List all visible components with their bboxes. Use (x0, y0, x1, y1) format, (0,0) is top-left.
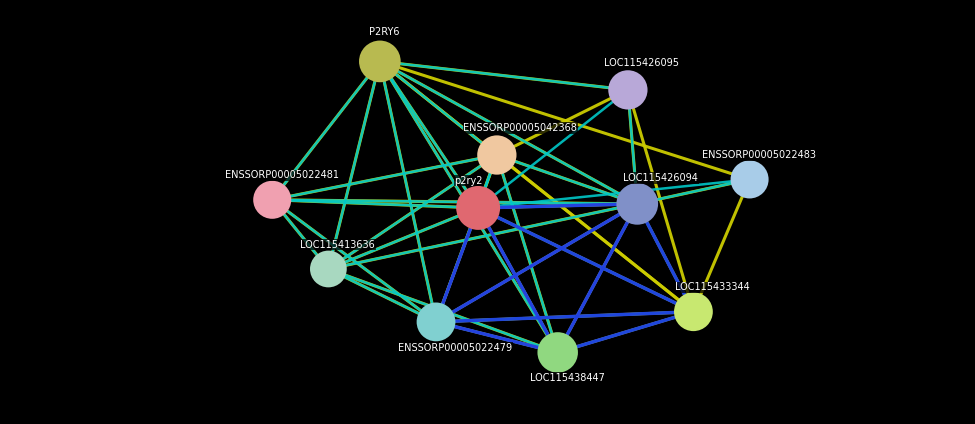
Point (742, 176, 758, 183)
Point (685, 308, 701, 315)
Text: LOC115413636: LOC115413636 (300, 240, 375, 250)
Point (321, 265, 336, 272)
Point (620, 86, 636, 93)
Text: LOC115426094: LOC115426094 (623, 173, 698, 183)
Point (550, 349, 566, 356)
Text: p2ry2: p2ry2 (454, 176, 483, 186)
Point (264, 196, 280, 203)
Text: ENSSORP00005022479: ENSSORP00005022479 (398, 343, 512, 352)
Point (372, 58, 388, 65)
Text: LOC115426095: LOC115426095 (604, 58, 680, 67)
Text: ENSSORP00005022483: ENSSORP00005022483 (702, 150, 816, 160)
Point (630, 201, 645, 207)
Point (489, 152, 505, 159)
Text: LOC115438447: LOC115438447 (529, 373, 604, 383)
Text: LOC115433344: LOC115433344 (675, 282, 750, 292)
Text: P2RY6: P2RY6 (370, 27, 400, 37)
Point (428, 318, 444, 325)
Text: ENSSORP00005042368: ENSSORP00005042368 (463, 123, 577, 133)
Text: ENSSORP00005022481: ENSSORP00005022481 (224, 170, 338, 180)
Point (470, 204, 486, 211)
